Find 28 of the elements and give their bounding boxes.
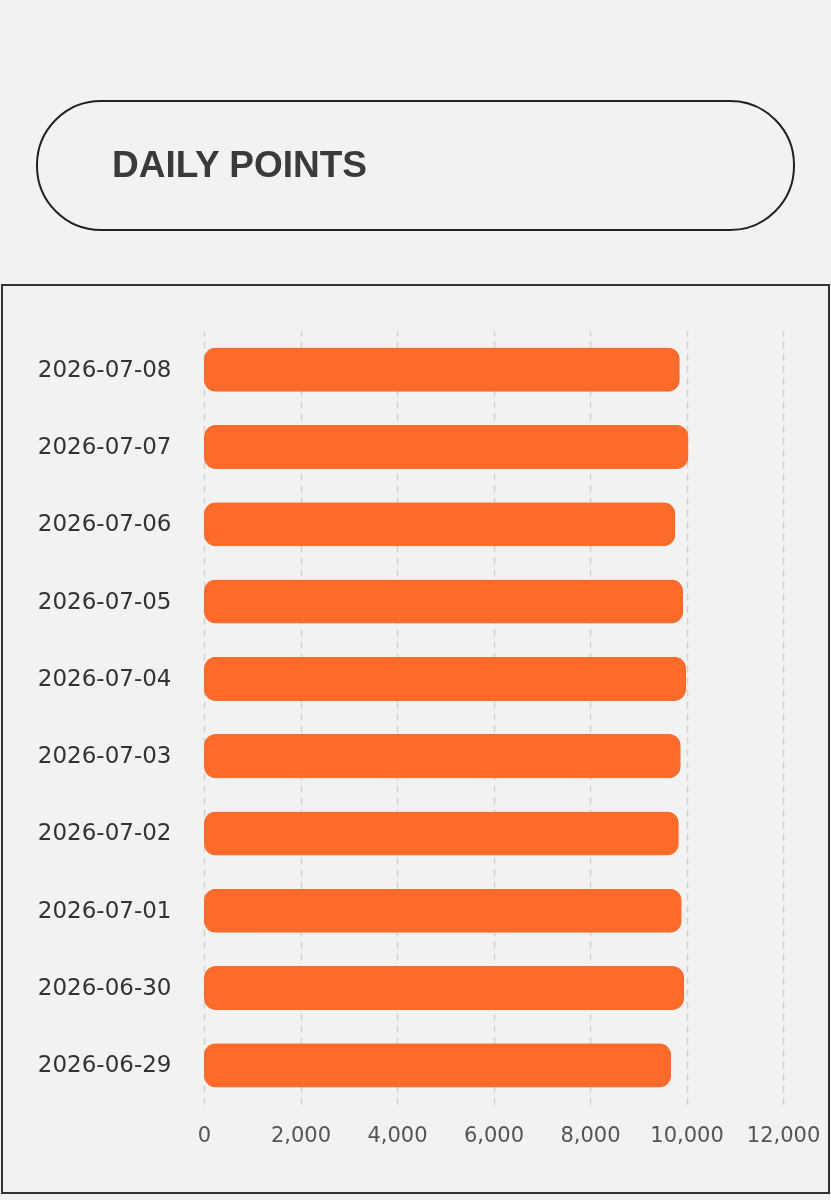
bar [204,656,687,701]
bar [204,424,689,469]
x-tick-label: 4,000 [367,1122,428,1147]
y-tick-label: 2026-06-29 [37,1051,172,1078]
x-tick-label: 2,000 [270,1122,332,1147]
bar [204,347,680,392]
bar [204,502,676,547]
y-tick-label: 2026-07-05 [37,587,172,614]
y-tick-label: 2026-07-02 [37,819,172,846]
y-tick-label: 2026-07-04 [37,664,172,691]
bar [204,966,685,1011]
bar [204,734,681,779]
bar [204,811,679,856]
y-tick-label: 2026-07-07 [37,432,172,459]
y-tick-label: 2026-07-01 [37,896,172,923]
bar [204,888,682,933]
bar [204,1043,672,1088]
y-tick-label: 2026-07-03 [37,742,172,769]
y-tick-label: 2026-06-30 [37,974,172,1001]
y-tick-label: 2026-07-06 [37,510,172,537]
bar [204,579,684,624]
x-tick-label: 0 [197,1122,212,1147]
x-tick-label: 10,000 [650,1122,724,1147]
x-tick-label: 12,000 [746,1122,821,1147]
x-tick-label: 8,000 [560,1122,621,1147]
chart-title: DAILY POINTS [112,144,367,185]
y-tick-label: 2026-07-08 [37,355,172,382]
x-tick-label: 6,000 [463,1122,525,1147]
